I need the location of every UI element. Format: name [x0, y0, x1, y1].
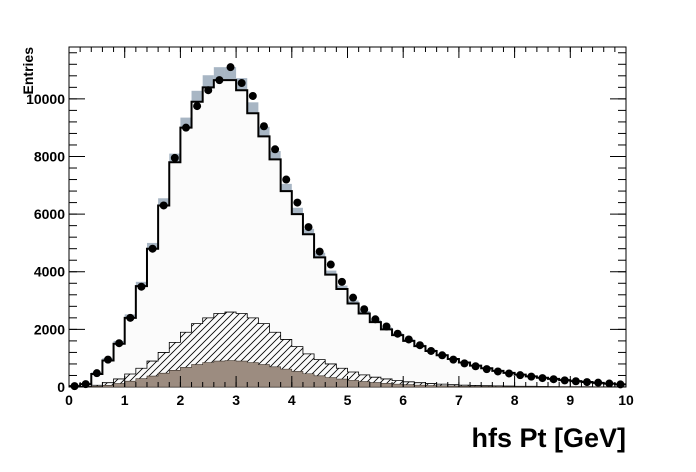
- x-tick-label: 9: [566, 392, 574, 408]
- y-axis-title: Entries: [20, 47, 36, 95]
- data-point: [226, 63, 235, 72]
- data-points-layer: [70, 63, 625, 391]
- data-point: [103, 355, 112, 364]
- data-point: [204, 86, 213, 95]
- x-tick-label: 7: [455, 392, 463, 408]
- data-point: [571, 377, 580, 386]
- x-tick-label: 8: [511, 392, 519, 408]
- x-tick-label: 10: [618, 392, 634, 408]
- data-point: [393, 329, 402, 338]
- y-tick-label: 0: [57, 379, 65, 395]
- y-tick-label: 8000: [34, 148, 65, 164]
- data-point: [170, 153, 179, 162]
- data-point: [538, 374, 547, 383]
- x-tick-label: 3: [232, 392, 240, 408]
- data-point: [326, 260, 335, 269]
- data-point: [337, 277, 346, 286]
- data-point: [248, 91, 257, 100]
- data-point: [159, 201, 168, 210]
- total-mc-fill: [69, 80, 626, 387]
- data-point: [115, 339, 124, 348]
- total-fill-layer: [69, 80, 626, 387]
- y-tick-label: 10000: [26, 91, 65, 107]
- data-point: [605, 379, 614, 388]
- x-tick-label: 4: [288, 392, 296, 408]
- data-point: [148, 244, 157, 253]
- y-tick-label: 2000: [34, 321, 65, 337]
- data-point: [237, 79, 246, 88]
- x-tick-label: 5: [344, 392, 352, 408]
- data-point: [616, 380, 625, 389]
- data-point: [594, 378, 603, 387]
- data-point: [527, 372, 536, 381]
- data-point: [371, 315, 380, 324]
- data-point: [560, 376, 569, 385]
- data-point: [137, 282, 146, 291]
- data-point: [493, 367, 502, 376]
- x-tick-label: 0: [65, 392, 73, 408]
- data-point: [271, 145, 280, 154]
- x-tick-label: 2: [177, 392, 185, 408]
- data-point: [427, 346, 436, 355]
- data-point: [126, 313, 135, 322]
- data-point: [293, 198, 302, 207]
- data-point: [215, 76, 224, 85]
- data-point: [304, 223, 313, 232]
- axes-layer: 0 1 2 3 4 5 6 7 8 9 10 0 2000 4000 6000 8000 10000: [26, 47, 634, 408]
- data-point: [516, 371, 525, 380]
- data-point: [70, 382, 79, 391]
- data-point: [471, 362, 480, 371]
- data-point: [583, 378, 592, 387]
- x-tick-label: 6: [399, 392, 407, 408]
- data-point: [404, 335, 413, 344]
- data-point: [181, 123, 190, 132]
- data-point: [382, 322, 391, 331]
- y-tick-label: 6000: [34, 206, 65, 222]
- data-point: [282, 175, 291, 184]
- y-tick-label: 4000: [34, 264, 65, 280]
- data-point: [460, 359, 469, 368]
- data-point: [193, 102, 202, 111]
- data-point: [349, 293, 358, 302]
- data-point: [259, 122, 268, 131]
- data-point: [438, 351, 447, 360]
- data-point: [415, 341, 424, 350]
- data-point: [549, 375, 558, 384]
- data-point: [449, 355, 458, 364]
- data-point: [482, 365, 491, 374]
- data-point: [92, 369, 101, 378]
- x-axis-title: hfs Pt [GeV]: [471, 423, 626, 453]
- x-tick-label: 1: [121, 392, 129, 408]
- data-point: [81, 380, 90, 389]
- data-point: [505, 369, 514, 378]
- data-point: [360, 305, 369, 314]
- data-point: [315, 247, 324, 256]
